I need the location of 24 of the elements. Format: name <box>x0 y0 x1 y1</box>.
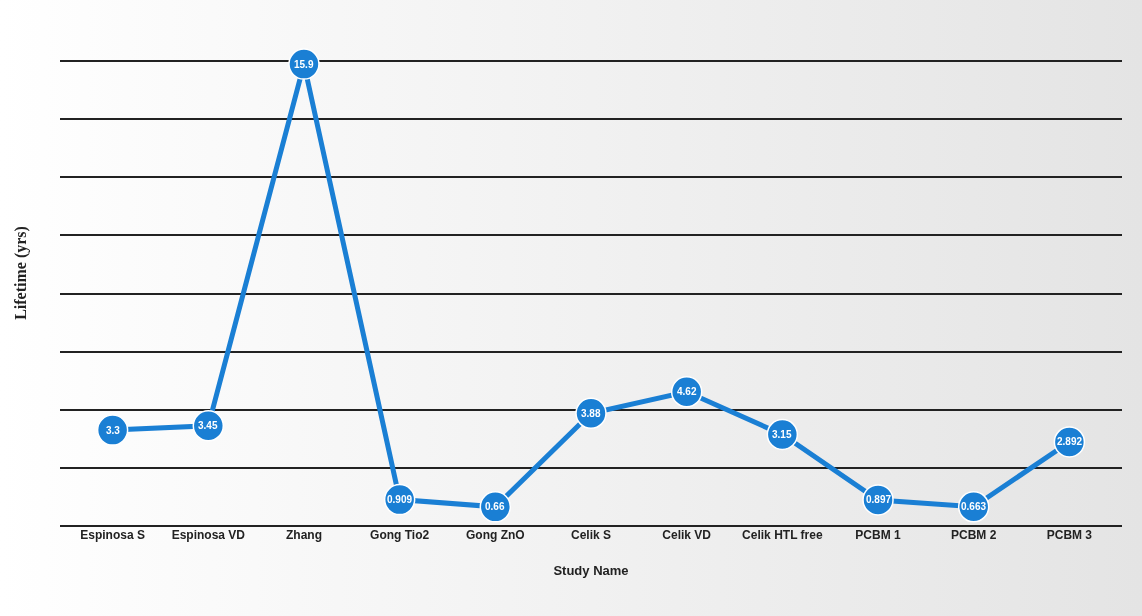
x-tick-label: PCBM 2 <box>951 528 997 542</box>
data-label: 3.45 <box>198 420 218 431</box>
data-label: 0.663 <box>961 501 987 512</box>
x-tick-label: Gong ZnO <box>465 528 525 542</box>
data-label: 3.88 <box>581 408 601 419</box>
x-tick-label: Celik HTL free <box>742 528 823 542</box>
data-label: 2.892 <box>1057 436 1083 447</box>
data-label: 4.62 <box>677 386 697 397</box>
x-tick-label: Espinosa S <box>80 528 145 542</box>
data-label: 15.9 <box>294 59 314 70</box>
x-tick-label: Espinosa VD <box>171 528 246 542</box>
x-tick-label: PCBM 1 <box>855 528 902 542</box>
data-label: 0.897 <box>866 494 892 505</box>
data-label: 0.909 <box>387 494 413 505</box>
x-tick-label: Gong Tio2 <box>370 528 430 542</box>
x-tick-label: Celik S <box>570 528 612 542</box>
data-label: 3.15 <box>772 429 792 440</box>
x-axis-title: Study Name <box>553 563 629 578</box>
y-axis-title: Lifetime (yrs) <box>12 226 30 320</box>
x-tick-label: Zhang <box>285 528 322 542</box>
data-label: 3.3 <box>106 425 121 436</box>
x-tick-label: Celik VD <box>662 528 712 542</box>
x-tick-label: PCBM 3 <box>1046 528 1093 542</box>
data-label: 0.66 <box>485 501 505 512</box>
